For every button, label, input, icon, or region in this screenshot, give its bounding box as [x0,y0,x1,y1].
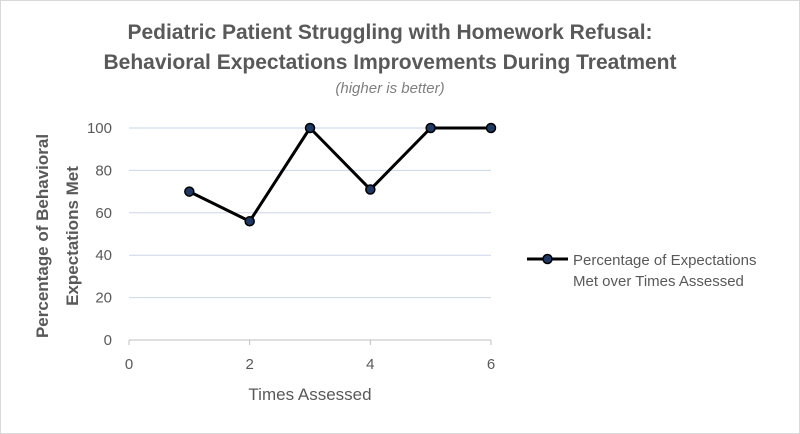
chart-title-line-1: Pediatric Patient Struggling with Homewo… [127,21,653,44]
x-tick-label-0: 0 [125,356,133,373]
data-point-4 [365,184,376,195]
x-tick-label-6: 6 [487,356,495,373]
y-tick-labels: 0 20 40 60 80 100 [87,120,112,349]
legend-label-line-2: Met over Times Assessed [573,273,744,290]
series-line-0 [188,126,491,223]
axes [128,339,492,345]
legend-marker [542,253,553,265]
x-axis-label: Times Assessed [248,385,371,404]
chart-title: Pediatric Patient Struggling with Homewo… [0,18,780,78]
chart-title-line-2: Behavioral Expectations Improvements Dur… [103,51,677,74]
x-tick-label-4: 4 [366,356,374,373]
data-point-3 [304,122,316,134]
data-point-6 [485,122,497,134]
y-tick-label-0: 0 [104,332,112,349]
chart-subtitle: (higher is better) [335,80,445,97]
y-tick-label-20: 20 [95,290,112,307]
y-tick-label-100: 100 [87,120,112,137]
y-tick-label-80: 80 [95,162,112,179]
x-tick-labels: 0 2 4 6 [125,356,495,373]
data-point-2 [244,216,255,227]
y-tick-label-60: 60 [95,205,112,222]
series-group [184,122,497,227]
legend: Percentage of Expectations Met over Time… [527,252,756,290]
data-point-1 [184,186,195,197]
legend-label-line-1: Percentage of Expectations [573,252,756,269]
y-axis-label: Percentage of Behavioral Expectations Me… [33,134,82,338]
gridlines [129,127,491,299]
y-tick-label-40: 40 [95,247,112,264]
y-axis-label-line-2: Expectations Met [63,166,82,306]
x-tick-label-2: 2 [245,356,253,373]
data-point-5 [425,122,436,134]
y-axis-label-line-1: Percentage of Behavioral [33,134,52,338]
